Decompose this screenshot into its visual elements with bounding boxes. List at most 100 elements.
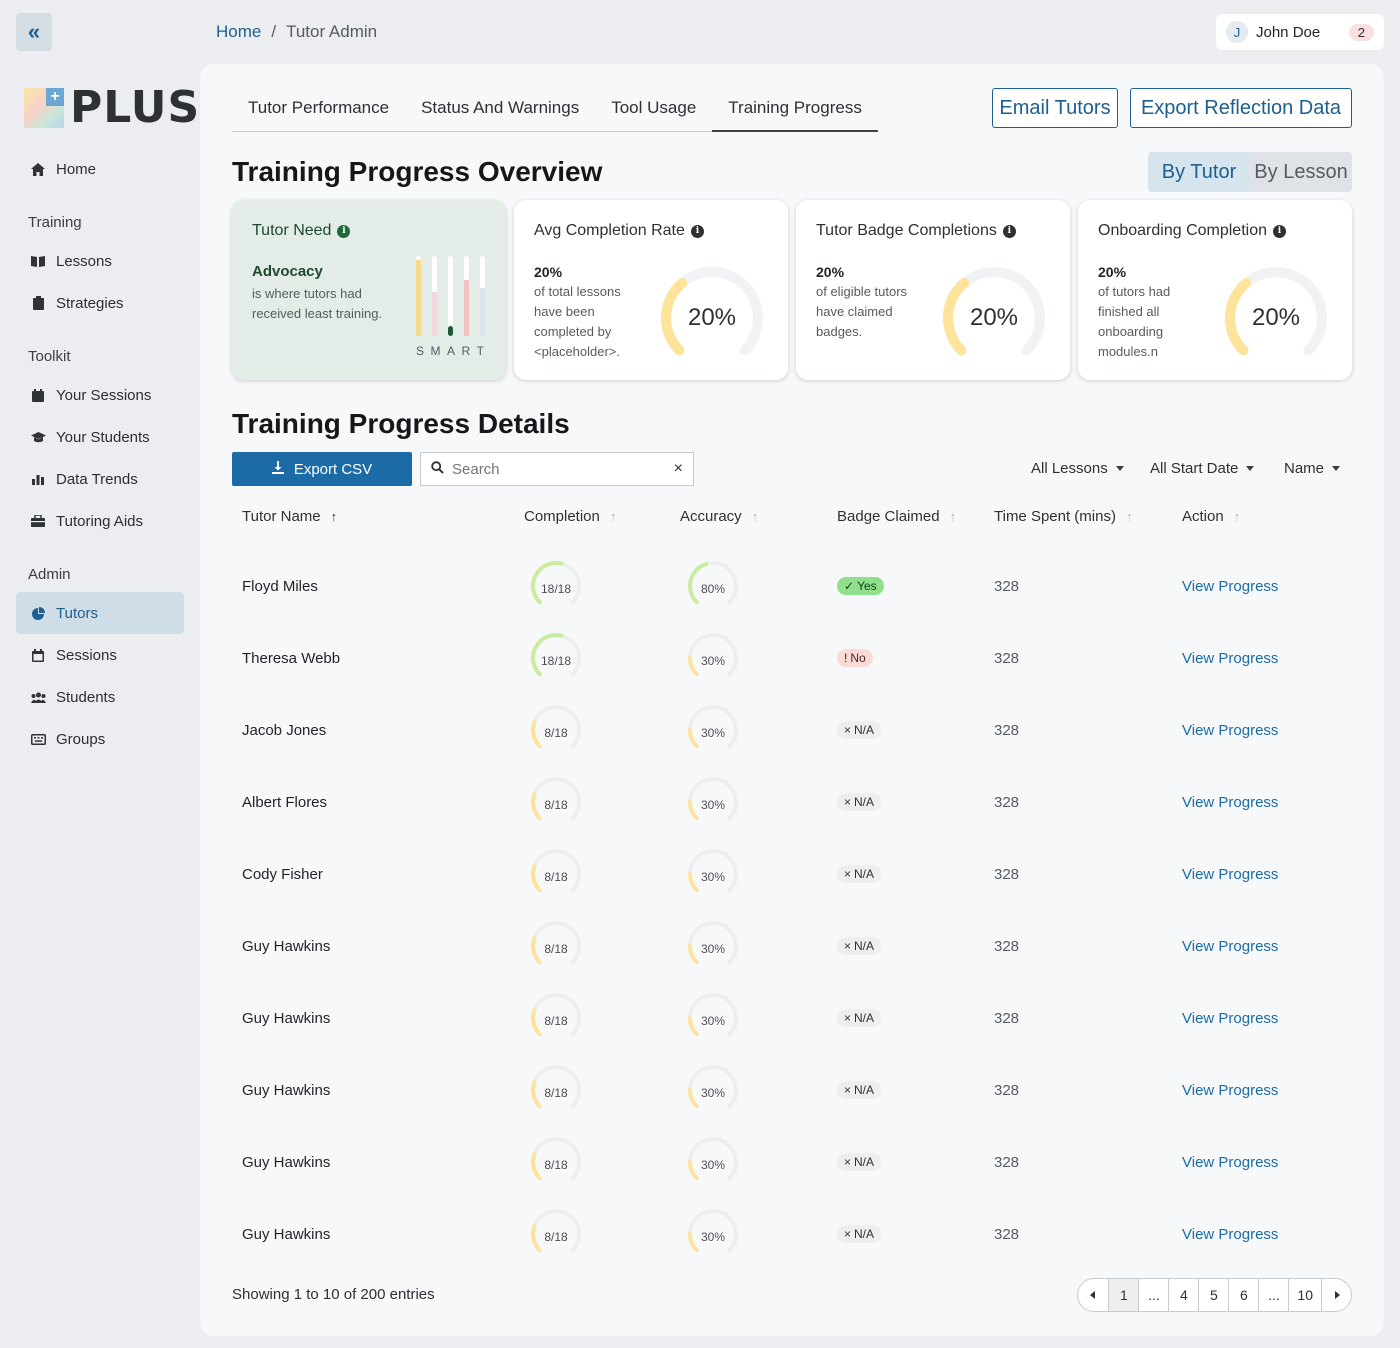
next-page-button[interactable] (1321, 1279, 1351, 1311)
card-description: of total lessons have been completed by … (534, 284, 621, 359)
badge-label: N/A (854, 867, 875, 881)
gauge-arc (688, 1065, 738, 1109)
sidebar-item-lessons[interactable]: Lessons (16, 240, 184, 282)
breadcrumb-home-link[interactable]: Home (216, 22, 262, 41)
sort-filter[interactable]: Name (1284, 460, 1341, 477)
info-icon[interactable]: i (690, 224, 704, 238)
gauge-fill (688, 656, 699, 677)
logo: + PLUS (24, 82, 200, 133)
users-icon (30, 689, 46, 705)
sidebar-item-your-students[interactable]: Your Students (16, 416, 184, 458)
export-reflection-data-button[interactable]: Export Reflection Data (1130, 88, 1352, 128)
toggle-by-tutor[interactable]: By Tutor (1148, 152, 1250, 192)
view-progress-link[interactable]: View Progress (1182, 937, 1279, 955)
sort-arrow-up-icon: ↑ (330, 509, 338, 524)
view-progress-link[interactable]: View Progress (1182, 793, 1279, 811)
page-button[interactable]: 5 (1198, 1279, 1228, 1311)
card-body: 20% of total lessons have been completed … (534, 262, 634, 362)
gauge-arc (531, 1137, 581, 1181)
sidebar-item-sessions[interactable]: Sessions (16, 634, 184, 676)
page-button[interactable]: 1 (1108, 1279, 1139, 1311)
column-header-tutor-name[interactable]: Tutor Name ↑ (242, 508, 337, 525)
sidebar-item-students[interactable]: Students (16, 676, 184, 718)
badge-claimed-cell: × N/A (837, 1126, 882, 1198)
badge-label: N/A (854, 1227, 875, 1241)
sidebar-item-label: Home (56, 160, 97, 178)
sidebar-item-label: Groups (56, 730, 106, 748)
gauge-arc (531, 993, 581, 1037)
user-menu[interactable]: J John Doe 2 (1216, 14, 1384, 50)
page-button[interactable]: 10 (1288, 1279, 1321, 1311)
gauge: 8/18 (530, 920, 582, 972)
gauge-label: 8/18 (544, 1014, 568, 1028)
avatar: J (1226, 21, 1248, 43)
gauge-label: 8/18 (544, 1086, 568, 1100)
lessons-filter[interactable]: All Lessons (1031, 460, 1124, 477)
prev-page-button[interactable] (1078, 1279, 1108, 1311)
gauge: 30% (687, 848, 739, 900)
status-badge: × N/A (837, 1225, 882, 1243)
sidebar-item-tutoring-aids[interactable]: Tutoring Aids (16, 500, 184, 542)
email-tutors-button[interactable]: Email Tutors (992, 88, 1118, 128)
view-progress-link[interactable]: View Progress (1182, 865, 1279, 883)
view-progress-link[interactable]: View Progress (1182, 577, 1279, 595)
ring-label: 20% (969, 304, 1019, 331)
sidebar-item-home[interactable]: Home (16, 148, 184, 190)
tab-status-and-warnings[interactable]: Status And Warnings (421, 98, 580, 117)
gauge: 18/18 (530, 560, 582, 612)
status-badge: × N/A (837, 793, 882, 811)
sidebar-item-data-trends[interactable]: Data Trends (16, 458, 184, 500)
search-input[interactable] (452, 460, 666, 478)
info-icon[interactable]: i (337, 224, 351, 238)
graduation-cap-icon (30, 429, 46, 445)
caret-down-icon (1332, 466, 1341, 471)
gauge-label: 30% (700, 1230, 726, 1244)
start-date-filter[interactable]: All Start Date (1150, 460, 1255, 477)
sidebar-item-strategies[interactable]: Strategies (16, 282, 184, 324)
card-description: of eligible tutors have claimed badges. (816, 284, 908, 339)
view-progress-link[interactable]: View Progress (1182, 649, 1279, 667)
info-icon[interactable]: i (1273, 224, 1286, 238)
tutor-name: Guy Hawkins (242, 1153, 331, 1171)
clear-search-icon[interactable]: × (673, 460, 683, 477)
completion-gauge: 8/18 (530, 838, 582, 910)
gauge-arc (688, 1137, 738, 1181)
collapse-sidebar-button[interactable]: « (16, 13, 52, 51)
export-csv-button[interactable]: Export CSV (232, 452, 412, 486)
column-header-completion[interactable]: Completion ↑ (524, 508, 616, 525)
completion-gauge: 8/18 (530, 1054, 582, 1126)
page-button[interactable]: 6 (1228, 1279, 1258, 1311)
column-header-accuracy[interactable]: Accuracy ↑ (680, 508, 758, 525)
tutor-name: Guy Hawkins (242, 1225, 331, 1243)
entries-summary: Showing 1 to 10 of 200 entries (232, 1286, 435, 1303)
card-value: 20% (534, 264, 563, 280)
view-progress-link[interactable]: View Progress (1182, 1081, 1279, 1099)
table-row: Jacob Jones 8/18 30% × N/A 328 View Progr… (232, 694, 1352, 766)
calendar-icon (30, 647, 46, 663)
column-header-action[interactable]: Action ↑ (1182, 508, 1240, 525)
column-header-time-spent[interactable]: Time Spent (mins) ↑ (994, 508, 1132, 525)
view-progress-link[interactable]: View Progress (1182, 1225, 1279, 1243)
gauge: 30% (687, 1208, 739, 1260)
column-header-badge-claimed[interactable]: Badge Claimed ↑ (837, 508, 956, 525)
gauge: 8/18 (530, 704, 582, 756)
smart-letter: S (416, 344, 425, 358)
tab-tutor-performance[interactable]: Tutor Performance (248, 98, 390, 117)
gauge-fill (531, 720, 542, 749)
view-progress-link[interactable]: View Progress (1182, 721, 1279, 739)
sidebar-section-training: Training (28, 214, 82, 231)
tab-tool-usage[interactable]: Tool Usage (611, 98, 697, 117)
sidebar-item-tutors[interactable]: Tutors (16, 592, 184, 634)
view-progress-link[interactable]: View Progress (1182, 1153, 1279, 1171)
accuracy-gauge: 80% (687, 550, 739, 622)
view-progress-link[interactable]: View Progress (1182, 1009, 1279, 1027)
info-icon[interactable]: i (1002, 224, 1016, 238)
page-button[interactable]: 4 (1168, 1279, 1198, 1311)
time-spent: 328 (994, 793, 1020, 811)
sidebar-item-label: Students (56, 688, 116, 706)
sidebar-item-groups[interactable]: Groups (16, 718, 184, 760)
tab-training-progress[interactable]: Training Progress (712, 92, 878, 132)
badge-completions-card: Tutor Badge Completions i 20% of eligible … (796, 200, 1070, 380)
toggle-by-lesson[interactable]: By Lesson (1254, 161, 1348, 183)
sidebar-item-your-sessions[interactable]: Your Sessions (16, 374, 184, 416)
